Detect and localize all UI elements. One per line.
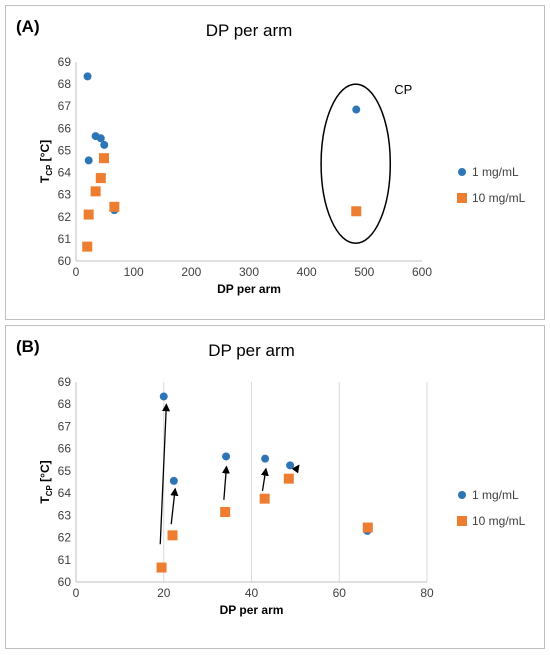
cp-annotation-label: CP [394,82,412,97]
data-point-10mg [83,209,94,220]
y-tick-label: 64 [58,486,72,500]
x-tick-label: 0 [73,265,80,279]
arrow [291,464,300,474]
y-axis-title-main: T [38,175,52,183]
y-tick-label: 67 [58,419,72,433]
y-axis-title: TCP [°C] [38,460,54,503]
data-point-1mg [96,134,105,143]
data-point-10mg [362,522,373,533]
x-tick-label: 80 [420,586,434,600]
y-tick-label: 68 [58,397,72,411]
x-tick-label: 0 [73,586,80,600]
data-point-10mg [351,206,362,217]
x-tick-label: 500 [354,265,374,279]
y-axis-title-unit: [°C] [38,140,52,165]
data-point-10mg [259,493,270,504]
y-axis-title: TCP [°C] [38,140,54,183]
legend-label: 10 mg/mL [472,514,526,528]
x-tick-label: 40 [245,586,259,600]
y-tick-label: 67 [58,99,72,113]
data-point-10mg [283,473,294,484]
y-tick-label: 63 [58,508,72,522]
data-point-10mg [156,562,167,573]
data-point-1mg [159,392,168,401]
y-tick-label: 68 [58,77,72,91]
y-axis-title-subscript: CP [45,485,54,497]
chart-title: DP per arm [206,21,293,40]
data-point-1mg [261,454,270,463]
data-point-1mg [83,72,92,81]
data-point-1mg [100,140,109,149]
data-point-10mg [90,186,101,197]
data-point-10mg [167,530,178,541]
x-axis-title: DP per arm [220,603,284,617]
y-axis-title-unit: [°C] [38,460,52,485]
chart-panel-a: (A) DP per arm 60 61 62 63 64 65 66 67 68 69 0 100 200… [5,5,545,320]
y-axis-title-subscript: CP [45,164,54,176]
y-tick-label: 69 [58,375,72,389]
data-point-10mg [220,507,231,517]
y-tick-label: 66 [58,121,72,135]
data-point-1mg [222,452,231,461]
y-tick-label: 65 [58,464,72,478]
y-tick-label: 60 [58,575,72,589]
y-tick-label: 64 [58,166,72,180]
x-tick-label: 100 [124,265,144,279]
y-tick-label: 62 [58,210,72,224]
data-point-10mg [98,153,109,164]
legend-marker-1mg [458,491,466,499]
y-tick-label: 63 [58,188,72,202]
y-tick-label: 62 [58,531,72,545]
arrow [260,467,269,491]
x-tick-label: 300 [239,265,259,279]
y-tick-label: 66 [58,442,72,456]
data-point-10mg [109,201,120,212]
legend-marker-10mg [457,193,467,203]
arrow [159,403,171,545]
x-tick-label: 400 [297,265,317,279]
legend-label: 1 mg/mL [472,165,519,179]
arrow [170,487,179,525]
y-axis-title-main: T [38,496,52,504]
legend-label: 10 mg/mL [472,191,526,205]
legend-label: 1 mg/mL [472,488,519,502]
chart-a-svg: (A) DP per arm 60 61 62 63 64 65 66 67 68 69 0 100 200… [16,17,526,296]
panel-label: (A) [16,17,40,36]
x-tick-label: 60 [333,586,347,600]
y-tick-label: 65 [58,143,72,157]
chart-b-svg: (B) DP per arm 60 61 62 63 64 65 66 67 68 69 0 20 40 60… [16,337,526,617]
data-point-1mg [84,156,93,165]
arrow [221,465,230,500]
chart-panel-b: (B) DP per arm 60 61 62 63 64 65 66 67 68 69 0 20 40 60… [5,325,545,649]
y-tick-label: 61 [58,553,72,567]
data-point-10mg [95,173,106,184]
legend-marker-10mg [457,516,467,526]
y-tick-label: 69 [58,55,72,69]
y-tick-label: 61 [58,232,72,246]
cp-ellipse [320,83,392,245]
panel-label: (B) [16,337,40,356]
x-tick-label: 20 [157,586,171,600]
y-tick-label: 60 [58,254,72,268]
x-tick-label: 200 [181,265,201,279]
legend-marker-1mg [458,168,466,176]
x-tick-label: 600 [412,265,432,279]
data-point-1mg [286,461,295,470]
data-point-10mg [82,241,93,252]
x-axis-title: DP per arm [217,282,281,296]
data-point-1mg [169,476,178,485]
chart-title: DP per arm [208,341,295,360]
data-point-1mg [352,105,361,114]
